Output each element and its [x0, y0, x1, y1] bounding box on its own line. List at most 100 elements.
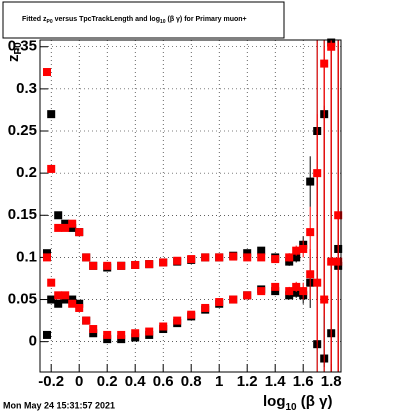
marker — [173, 256, 182, 265]
marker — [61, 219, 70, 228]
y-tick-label: 0.05 — [8, 291, 37, 308]
marker — [75, 299, 84, 308]
marker — [75, 228, 84, 237]
marker — [145, 327, 154, 336]
y-tick-label: 0.2 — [16, 164, 37, 181]
marker — [292, 282, 301, 291]
y-tick-label: 0 — [29, 333, 37, 350]
x-tick-label: 1.8 — [321, 373, 342, 390]
xlabel-sub: 10 — [286, 402, 298, 413]
marker — [299, 244, 308, 253]
plot-frame — [39, 39, 342, 373]
marker — [68, 223, 77, 232]
x-tick-label: 0.6 — [153, 373, 174, 390]
marker — [306, 270, 315, 279]
marker — [68, 295, 77, 304]
title-part: versus TpcTrackLength and log — [53, 16, 160, 23]
marker — [61, 295, 70, 304]
y-tick-label: 0.1 — [16, 248, 37, 265]
marker — [68, 299, 77, 308]
marker — [327, 257, 336, 266]
marker — [229, 295, 238, 304]
marker — [159, 258, 168, 267]
marker — [89, 325, 98, 334]
marker — [75, 303, 84, 312]
xlabel-part: (β γ) — [297, 393, 333, 410]
marker — [292, 288, 301, 297]
marker — [306, 228, 315, 237]
title-box — [2, 1, 285, 39]
title-sub: P0 — [47, 19, 53, 25]
marker — [43, 330, 51, 339]
marker — [145, 260, 154, 269]
marker — [285, 253, 294, 262]
marker — [271, 282, 280, 291]
x-axis-label: log10 (β γ) — [263, 393, 332, 413]
marker — [61, 223, 70, 232]
marker — [47, 110, 56, 119]
title-part: (β γ) for Primary muon+ — [166, 16, 247, 23]
marker — [285, 287, 294, 296]
marker — [47, 278, 56, 287]
marker — [257, 287, 266, 296]
x-tick-label: 1.4 — [265, 373, 287, 390]
marker — [54, 291, 63, 300]
marker — [89, 329, 98, 338]
marker — [201, 303, 210, 312]
marker — [271, 287, 280, 296]
marker — [187, 310, 196, 319]
marker — [68, 219, 77, 228]
ylabel-part: z — [5, 55, 22, 63]
marker — [257, 253, 266, 262]
marker — [313, 278, 322, 287]
y-tick-label: 0.3 — [16, 80, 37, 97]
marker — [131, 333, 140, 342]
marker — [159, 322, 168, 331]
x-tick-label: 0.4 — [125, 373, 147, 390]
marker — [43, 249, 51, 258]
marker — [82, 253, 91, 262]
marker — [117, 335, 126, 344]
marker — [299, 287, 308, 296]
marker — [306, 177, 315, 186]
x-tick-label: -0.2 — [38, 373, 64, 390]
x-tick-label: 1.6 — [293, 373, 314, 390]
y-tick-label: 0.25 — [8, 122, 37, 139]
marker — [54, 211, 63, 220]
marker — [103, 261, 112, 270]
marker — [43, 253, 51, 262]
title-part: Fitted z — [22, 16, 47, 23]
marker — [243, 249, 252, 258]
y-tick-label: 0.15 — [8, 206, 37, 223]
marker — [82, 316, 91, 325]
x-tick-label: 1 — [215, 373, 223, 390]
y-axis-label: zP0 — [5, 42, 24, 62]
xlabel-part: log — [263, 393, 286, 410]
y-tick-label: 0.35 — [8, 38, 37, 55]
x-tick-label: 0.2 — [97, 373, 118, 390]
marker — [334, 257, 343, 266]
marker — [271, 255, 280, 264]
marker — [117, 261, 126, 270]
marker — [243, 253, 252, 262]
marker — [61, 291, 70, 300]
marker — [131, 329, 140, 338]
marker — [173, 316, 182, 325]
chart-title: Fitted zP0 versus TpcTrackLength and log… — [22, 16, 247, 25]
marker — [117, 330, 126, 339]
marker — [103, 330, 112, 339]
marker — [292, 246, 301, 255]
marker — [243, 291, 252, 300]
x-tick-label: 0.8 — [181, 373, 202, 390]
marker — [47, 164, 56, 173]
marker — [89, 261, 98, 270]
marker — [215, 298, 224, 307]
marker — [47, 295, 56, 304]
x-tick-label: 1.2 — [237, 373, 258, 390]
marker — [54, 299, 63, 308]
marker — [292, 253, 301, 262]
marker — [187, 255, 196, 264]
marker — [215, 253, 224, 262]
